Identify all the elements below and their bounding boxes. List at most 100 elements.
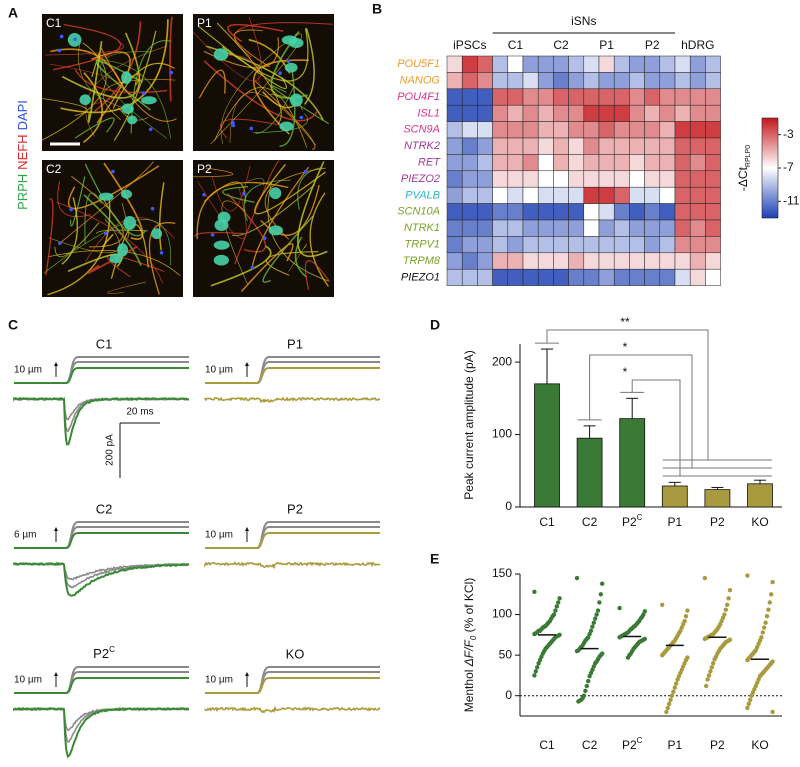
gene-label: NTRK2 — [404, 140, 440, 152]
neurite — [107, 281, 146, 294]
data-point — [590, 624, 595, 629]
heatmap-cell — [689, 55, 706, 73]
data-point — [674, 681, 679, 686]
stimulus-scale: 10 µm — [205, 675, 233, 686]
heatmap-cell — [553, 72, 569, 90]
heatmap-cell — [507, 186, 524, 204]
gene-label: PVALB — [405, 189, 440, 201]
neurite — [288, 243, 308, 272]
data-point — [760, 630, 765, 635]
significance: ** — [620, 315, 630, 329]
neurite — [91, 52, 100, 78]
soma — [268, 225, 283, 236]
trace-title: P2C — [93, 645, 115, 661]
heatmap-cell — [705, 121, 721, 139]
nucleus — [262, 236, 267, 241]
heatmap-cell — [537, 55, 554, 73]
group-label: P2 — [645, 38, 660, 52]
data-point — [675, 677, 680, 682]
heatmap-cell — [644, 236, 661, 254]
heatmap-cell — [705, 170, 721, 188]
arrow-head — [54, 527, 58, 531]
heatmap-cell — [537, 186, 554, 204]
heatmap-cell — [537, 236, 554, 254]
heatmap-cell — [705, 104, 721, 122]
soma — [213, 48, 229, 61]
heatmap-cell — [492, 104, 509, 122]
heatmap-cell — [446, 121, 463, 139]
data-point — [746, 701, 751, 707]
heatmap-cell — [568, 154, 585, 172]
heatmap-cell — [477, 252, 493, 270]
heatmap-cell — [674, 203, 691, 221]
heatmap-cell — [583, 154, 600, 172]
x-tick-label-main: P2 — [622, 738, 637, 752]
heatmap-cell — [507, 252, 524, 270]
data-point — [770, 579, 775, 585]
soma — [141, 96, 157, 105]
heatmap-cell — [477, 170, 493, 188]
heatmap-cell — [674, 170, 691, 188]
neurite — [221, 200, 248, 285]
trace-title-main: P2 — [93, 646, 109, 661]
time-scale: 20 ms — [126, 407, 153, 418]
data-point — [709, 665, 714, 670]
data-point — [767, 600, 772, 605]
trace-title: P2 — [287, 501, 303, 516]
heatmap-cell — [492, 72, 509, 90]
heatmap-cell — [644, 268, 661, 286]
image-label: C1 — [46, 16, 62, 30]
neurite — [294, 236, 308, 279]
heatmap-cell — [598, 137, 615, 155]
heatmap-cell — [689, 186, 706, 204]
neurite — [267, 181, 330, 282]
heatmap-cell — [659, 137, 676, 155]
neurite — [194, 232, 244, 237]
heatmap-cell — [507, 236, 524, 254]
neurite — [304, 28, 315, 105]
heatmap-cell — [537, 170, 554, 188]
gene-label: PIEZO2 — [401, 173, 440, 185]
data-point — [660, 602, 665, 608]
nucleus — [250, 265, 255, 270]
stimulus-scale: 10 µm — [14, 675, 42, 686]
heatmap-cell — [568, 170, 585, 188]
neurite — [83, 72, 103, 144]
heatmap-cell — [629, 88, 645, 106]
heatmap-cell — [461, 252, 478, 270]
heatmap-cell — [477, 268, 493, 286]
nucleus — [169, 70, 174, 75]
arrow-head — [245, 527, 249, 531]
heatmap-cell — [613, 203, 630, 221]
data-point — [762, 625, 767, 630]
heatmap-cell — [507, 154, 524, 172]
heatmap-cell — [629, 236, 645, 254]
heatmap-cell — [537, 154, 554, 172]
neurite — [254, 80, 316, 150]
x-tick-label: P2C — [622, 513, 643, 529]
data-point — [553, 608, 558, 613]
stimulus-trace — [14, 532, 189, 549]
x-tick-label-main: P2 — [622, 515, 637, 529]
heatmap-cell — [598, 104, 615, 122]
heatmap-cell — [492, 55, 509, 73]
data-point — [672, 685, 677, 690]
heatmap-cell — [446, 236, 463, 254]
data-point — [766, 607, 771, 612]
heatmap-cell — [613, 268, 630, 286]
heatmap-cell — [629, 154, 645, 172]
heatmap-cell — [659, 72, 676, 90]
colorbar-tick-label: -11 — [783, 194, 800, 208]
heatmap-cell — [446, 203, 463, 221]
y-tick-label: 0 — [505, 688, 512, 702]
heatmap-cell — [568, 55, 585, 73]
bar — [704, 489, 731, 508]
group-label: hDRG — [681, 38, 714, 52]
current-trace — [13, 706, 189, 759]
heatmap-cell — [553, 186, 569, 204]
heatmap-cell — [477, 72, 493, 90]
y-tick-label: 100 — [492, 427, 512, 441]
data-point — [745, 705, 750, 711]
heatmap-cell — [705, 236, 721, 254]
